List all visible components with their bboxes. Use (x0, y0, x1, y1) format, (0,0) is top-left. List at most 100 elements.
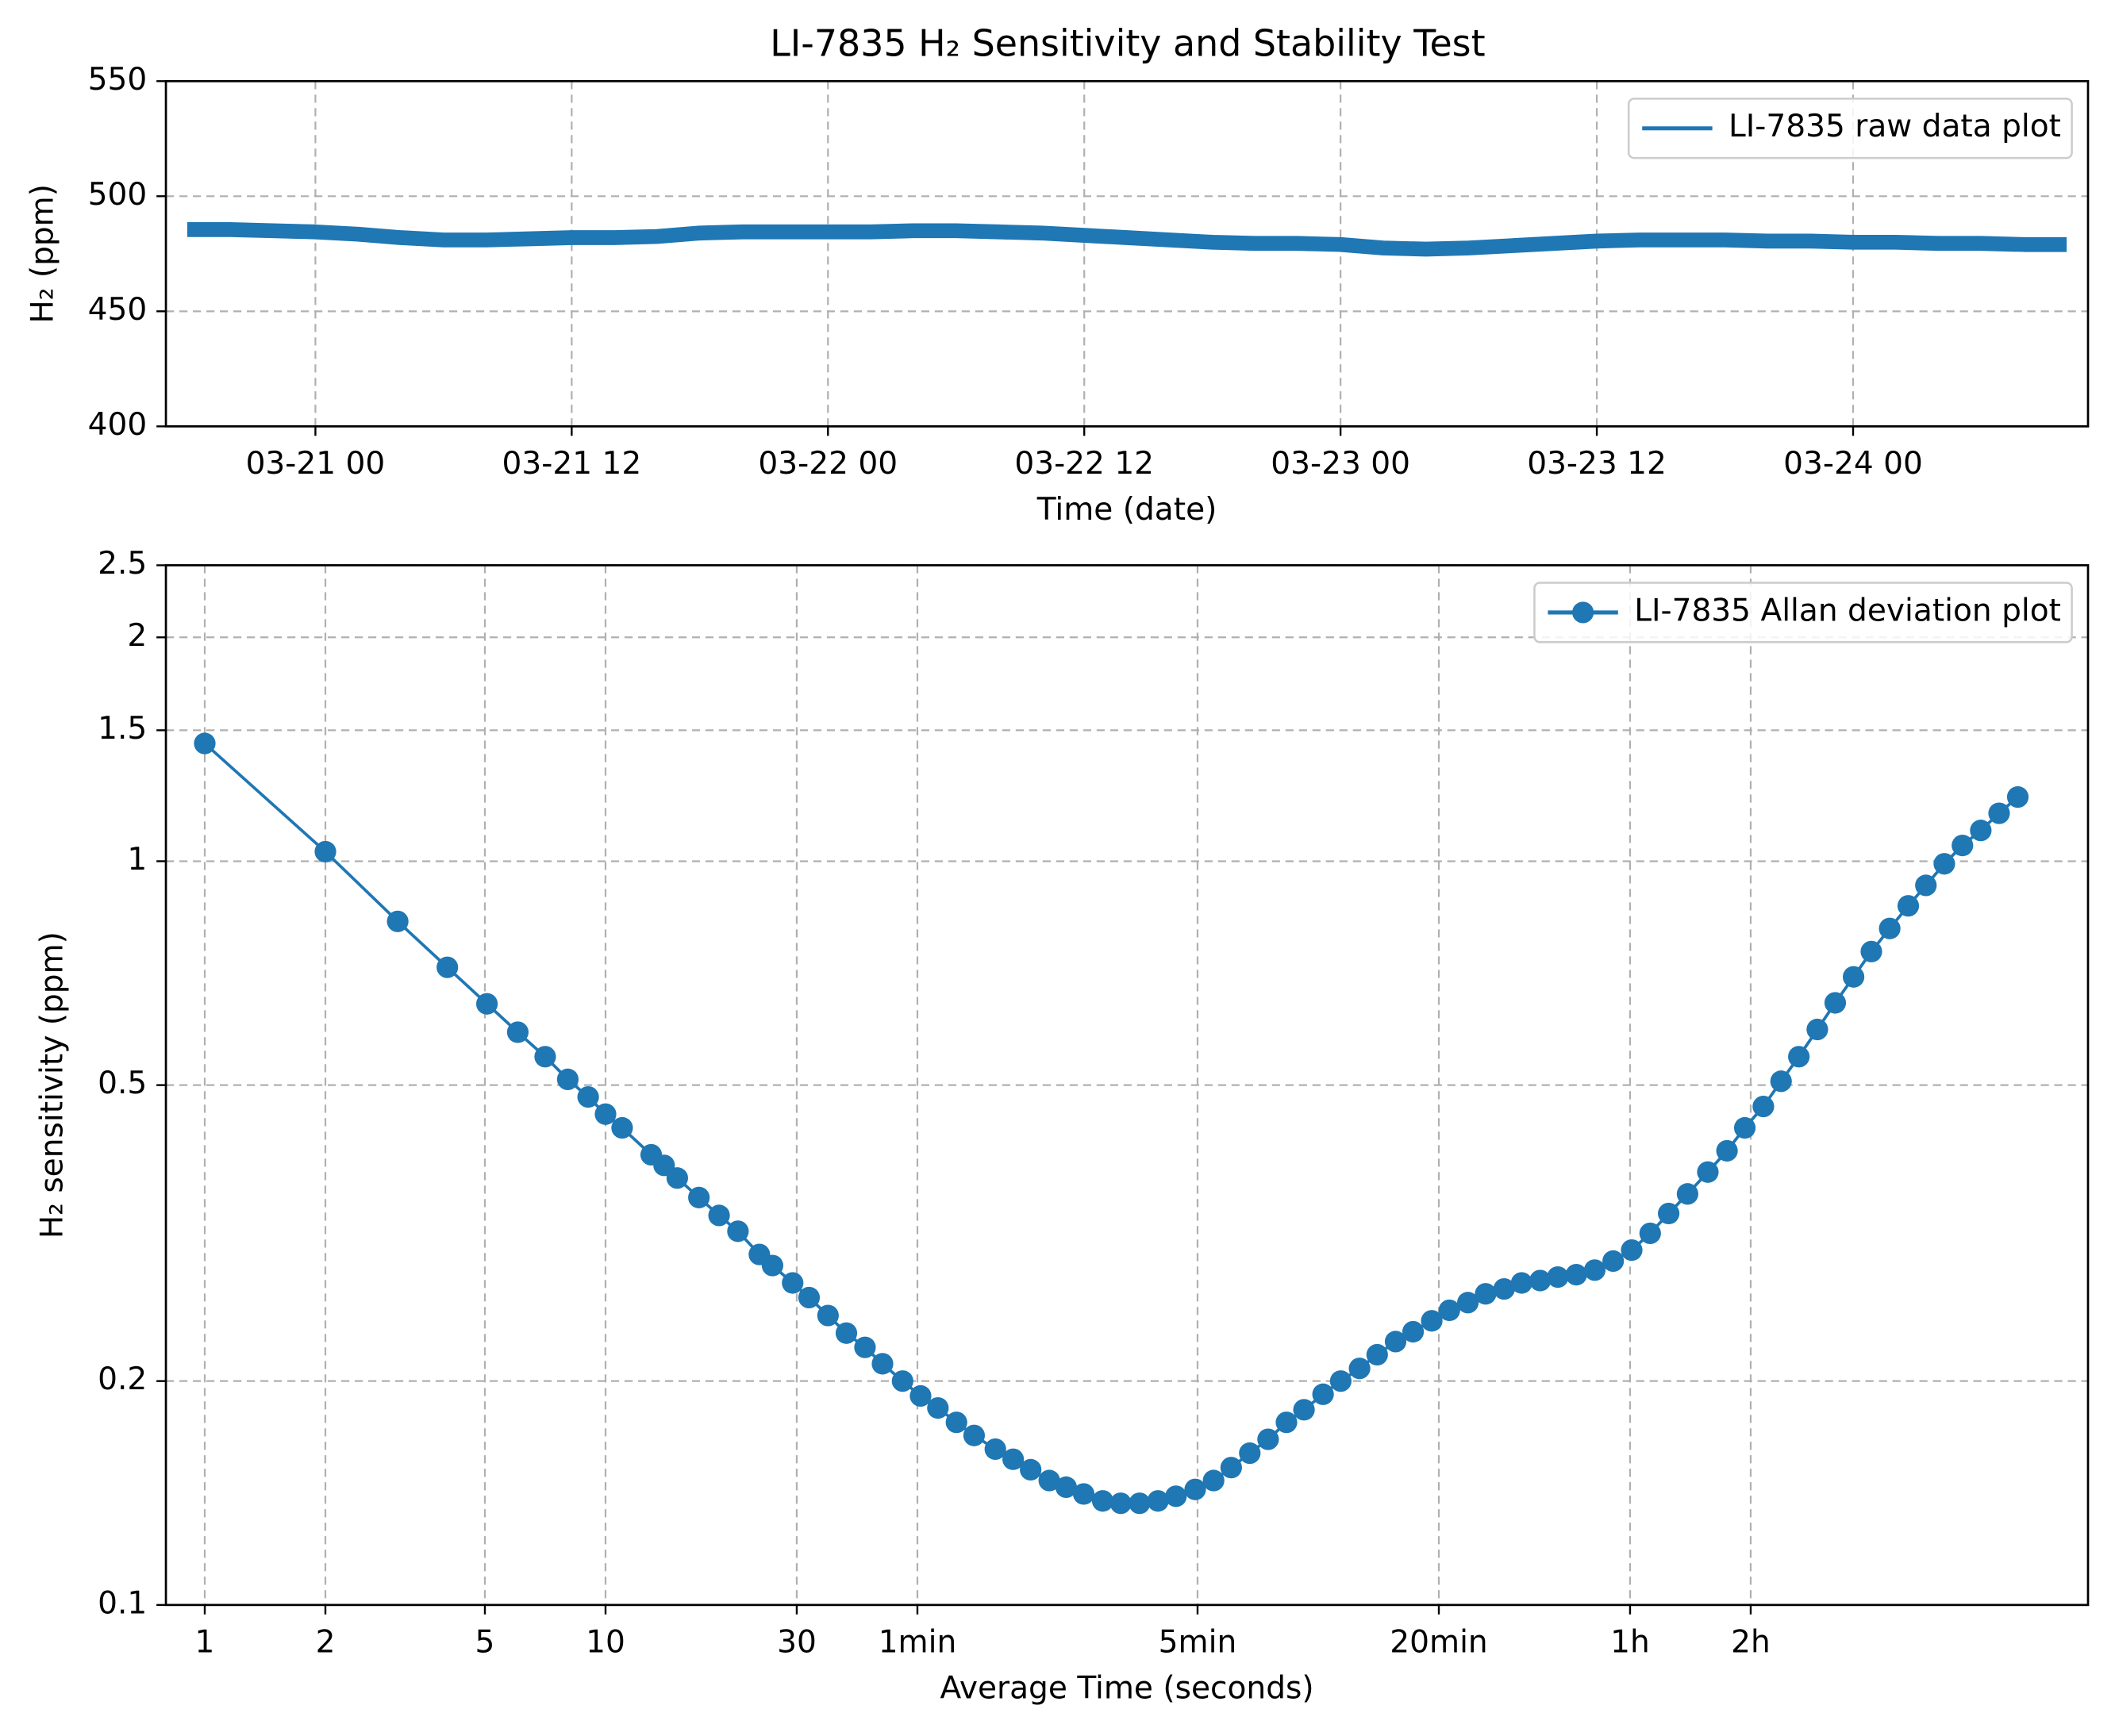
data-point (611, 1116, 633, 1139)
data-point (963, 1424, 986, 1446)
data-point (1147, 1490, 1169, 1512)
data-point (594, 1103, 617, 1125)
y-tick-label: 450 (88, 292, 148, 328)
data-point (1109, 1492, 1132, 1515)
legend-label: LI-7835 Allan deviation plot (1634, 593, 2061, 628)
x-tick-label: 03-22 12 (1014, 446, 1154, 482)
data-point (1257, 1428, 1279, 1450)
data-point (1402, 1320, 1425, 1343)
data-point (1970, 820, 1992, 842)
data-point (1366, 1343, 1388, 1366)
x-axis-label: Time (date) (1036, 492, 1217, 528)
data-point (1329, 1370, 1352, 1392)
data-point (666, 1167, 688, 1189)
data-line (187, 222, 2067, 257)
data-point (727, 1220, 749, 1242)
x-tick-label: 1 (195, 1625, 215, 1661)
data-point (1752, 1095, 1775, 1118)
data-point (534, 1046, 556, 1068)
legend: LI-7835 raw data plot (1627, 98, 2073, 159)
x-tick-label: 03-21 12 (502, 446, 642, 482)
y-tick-label: 2.5 (98, 546, 147, 582)
data-point (1475, 1283, 1497, 1305)
data-point (475, 993, 498, 1015)
data-point (1055, 1476, 1077, 1498)
data-point (1933, 853, 1955, 875)
data-point (1676, 1183, 1698, 1205)
plot-area (194, 732, 2029, 1515)
data-point (314, 840, 336, 863)
data-point (1293, 1399, 1315, 1421)
x-tick-label: 1min (879, 1625, 957, 1661)
data-point (1202, 1469, 1225, 1492)
data-point (577, 1085, 599, 1108)
data-point (1602, 1250, 1625, 1272)
y-tick-label: 1.5 (98, 711, 147, 747)
data-point (909, 1385, 932, 1408)
data-point (1239, 1442, 1261, 1465)
data-point (1275, 1411, 1298, 1434)
x-tick-label: 03-21 00 (246, 446, 386, 482)
data-point (1072, 1483, 1095, 1505)
data-point (782, 1272, 804, 1294)
data-point (1510, 1272, 1532, 1294)
data-point (1165, 1485, 1187, 1507)
legend: LI-7835 Allan deviation plot (1533, 582, 2073, 643)
data-point (891, 1370, 913, 1392)
data-point (798, 1286, 821, 1309)
data-point (1842, 966, 1865, 988)
data-point (761, 1254, 784, 1277)
data-point (1788, 1046, 1810, 1068)
data-point (1184, 1478, 1206, 1500)
x-tick-label: 1h (1610, 1625, 1650, 1661)
data-point (1733, 1116, 1756, 1139)
x-axis-label: Average Time (seconds) (940, 1670, 1313, 1706)
y-tick-label: 2 (127, 618, 147, 654)
x-tick-label: 2 (316, 1625, 336, 1661)
x-tick-label: 03-24 00 (1783, 446, 1923, 482)
data-point (1002, 1448, 1025, 1470)
data-point (945, 1411, 967, 1434)
x-tick-label: 5 (475, 1625, 495, 1661)
data-point (688, 1186, 710, 1208)
data-point (708, 1204, 730, 1227)
data-point (1038, 1469, 1060, 1492)
data-point (1915, 874, 1937, 897)
chart-title: LI-7835 H₂ Sensitivity and Stability Tes… (770, 22, 1485, 65)
y-axis-label: H₂ sensitivity (ppm) (34, 931, 70, 1239)
data-point (1988, 802, 2010, 824)
data-point (1457, 1292, 1479, 1314)
data-point (984, 1438, 1006, 1461)
data-point (1220, 1457, 1242, 1479)
axes-frame (164, 564, 2090, 1607)
x-tick-label: 30 (777, 1625, 817, 1661)
data-point (2006, 785, 2029, 808)
data-point (1421, 1310, 1443, 1332)
y-tick-label: 1 (127, 842, 147, 878)
data-point (1438, 1299, 1460, 1322)
legend-marker (1572, 601, 1594, 624)
x-tick-label: 5min (1159, 1625, 1237, 1661)
data-point (1860, 940, 1882, 962)
data-point (1824, 992, 1847, 1014)
data-point (1020, 1458, 1042, 1481)
data-point (1879, 917, 1901, 939)
data-point (1716, 1139, 1738, 1162)
data-point (1952, 834, 1974, 857)
data-point (1529, 1269, 1552, 1292)
data-point (1129, 1492, 1151, 1515)
data-point (1493, 1277, 1515, 1300)
x-tick-label: 20min (1390, 1625, 1487, 1661)
data-point (194, 732, 216, 755)
legend-box (1533, 582, 2073, 643)
x-tick-label: 03-23 00 (1271, 446, 1410, 482)
axes-frame (164, 79, 2090, 428)
legend-label: LI-7835 raw data plot (1729, 109, 2061, 144)
data-point (1639, 1222, 1661, 1245)
data-point (1348, 1358, 1371, 1380)
data-point (1547, 1266, 1569, 1289)
data-point (436, 956, 459, 978)
y-tick-label: 0.5 (98, 1066, 147, 1101)
y-tick-label: 0.2 (98, 1362, 147, 1397)
